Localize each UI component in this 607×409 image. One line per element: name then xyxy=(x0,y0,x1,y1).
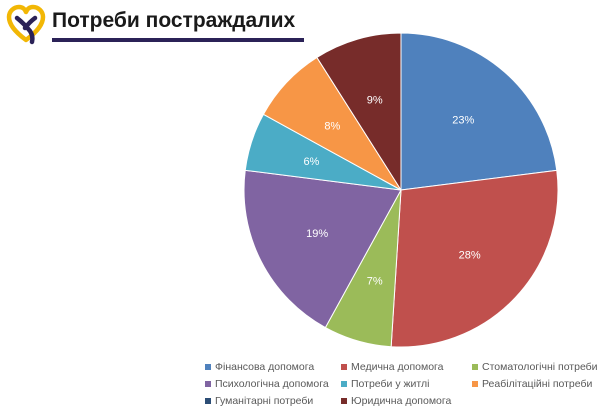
legend-item: Юридична допомога xyxy=(341,395,472,407)
slice-value-label: 9% xyxy=(367,95,383,107)
legend-swatch xyxy=(341,397,347,404)
slice-value-label: 19% xyxy=(306,228,328,240)
legend-label: Потреби у житлі xyxy=(351,377,430,390)
title-underline xyxy=(52,38,304,42)
pie-slice xyxy=(316,32,402,192)
legend-item: Медична допомога xyxy=(341,361,472,373)
legend-item: Фінансова допомога xyxy=(205,361,341,373)
chart-legend: Фінансова допомога Медична допомога Стом… xyxy=(205,358,605,409)
legend-swatch xyxy=(205,397,211,404)
legend-label: Гуманітарні потреби xyxy=(215,394,314,407)
legend-swatch xyxy=(341,363,347,370)
slice-value-label: 8% xyxy=(324,121,340,133)
legend-row: Психологічна допомога Потреби у житлі Ре… xyxy=(205,375,605,392)
legend-swatch xyxy=(205,363,211,370)
pie-slice xyxy=(243,169,402,329)
legend-item: Психологічна допомога xyxy=(205,378,341,390)
slice-value-label: 6% xyxy=(303,156,319,168)
legend-swatch xyxy=(472,380,478,387)
pie-slice xyxy=(400,32,558,191)
legend-item: Стоматологічні потреби xyxy=(472,361,605,373)
legend-row: Фінансова допомога Медична допомога Стом… xyxy=(205,358,605,375)
legend-item: Гуманітарні потреби xyxy=(205,395,341,407)
heart-outline-logo-icon xyxy=(6,4,46,45)
legend-label: Реабілітаційні потреби xyxy=(482,377,593,390)
slide-header: Потреби постраждалих xyxy=(0,0,607,50)
legend-swatch xyxy=(205,380,211,387)
page-title: Потреби постраждалих xyxy=(52,9,296,32)
legend-label: Юридична допомога xyxy=(351,394,452,407)
legend-item: Реабілітаційні потреби xyxy=(472,378,605,390)
legend-swatch xyxy=(472,363,478,370)
slice-value-label: 23% xyxy=(452,114,474,126)
legend-item: Потреби у житлі xyxy=(341,378,472,390)
legend-label: Фінансова допомога xyxy=(215,360,315,373)
pie-slice xyxy=(390,169,559,348)
legend-label: Стоматологічні потреби xyxy=(482,360,598,373)
legend-swatch xyxy=(341,380,347,387)
legend-label: Психологічна допомога xyxy=(215,377,329,390)
legend-row: Гуманітарні потреби Юридична допомога xyxy=(205,392,605,409)
legend-label: Медична допомога xyxy=(351,360,444,373)
slice-value-label: 28% xyxy=(459,250,481,262)
slice-value-label: 7% xyxy=(367,276,383,288)
